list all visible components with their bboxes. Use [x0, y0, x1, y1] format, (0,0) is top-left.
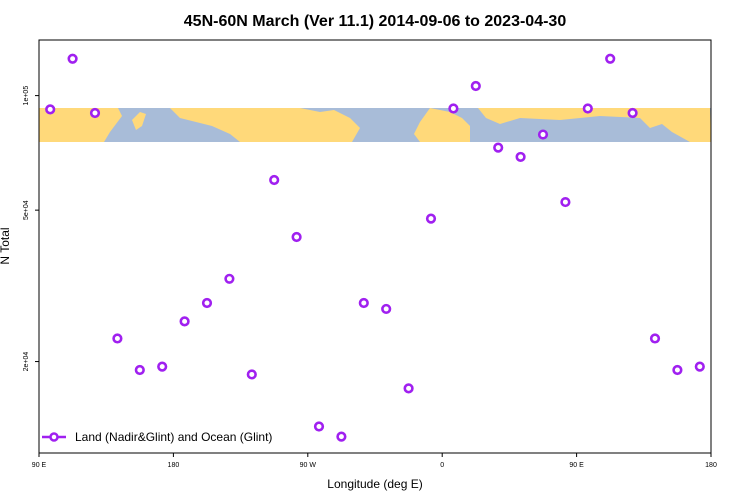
y-tick-label: 1e+05: [23, 86, 30, 106]
data-point: [246, 369, 257, 380]
data-point: [582, 103, 593, 114]
world-map-strip: [39, 108, 711, 142]
x-axis-label: Longitude (deg E): [327, 477, 422, 491]
y-tick-label: 2e+04: [23, 352, 30, 372]
data-point: [403, 383, 414, 394]
data-point: [649, 333, 661, 344]
data-point: [694, 361, 705, 372]
legend: Land (Nadir&Glint) and Ocean (Glint): [42, 430, 272, 444]
x-axis: 90 E 180 90 W 0 90 E 180: [32, 453, 717, 469]
x-tick-label: 180: [705, 462, 717, 469]
data-point: [448, 103, 459, 114]
data-point: [201, 297, 213, 309]
data-point: [425, 213, 437, 224]
data-point: [157, 361, 168, 372]
data-point: [627, 107, 638, 119]
data-point: [336, 431, 347, 442]
data-point: [672, 364, 683, 376]
data-point: [313, 421, 325, 432]
plot-frame: [38, 39, 712, 454]
data-point: [537, 129, 549, 140]
data-point: [560, 196, 571, 208]
legend-marker: [49, 432, 59, 442]
data-point: [291, 231, 302, 243]
chart-title: 45N-60N March (Ver 11.1) 2014-09-06 to 2…: [184, 13, 567, 30]
data-point: [134, 364, 145, 376]
x-tick-label: 0: [440, 462, 444, 469]
data-point: [515, 151, 526, 163]
y-axis: 2e+04 5e+04 1e+05: [23, 86, 39, 372]
x-tick-label: 180: [168, 462, 180, 469]
data-point: [45, 104, 56, 115]
data-point: [89, 107, 101, 119]
data-point: [179, 316, 190, 327]
data-point: [381, 303, 392, 315]
data-point: [269, 174, 280, 186]
data-points: [45, 53, 705, 442]
y-tick-label: 5e+04: [23, 200, 30, 220]
x-tick-label: 90 E: [32, 462, 47, 469]
data-point: [493, 142, 504, 153]
legend-label: Land (Nadir&Glint) and Ocean (Glint): [75, 430, 272, 444]
y-axis-label: N Total: [0, 227, 12, 264]
x-tick-label: 90 E: [569, 462, 584, 469]
data-point: [224, 273, 235, 284]
data-point: [112, 333, 123, 344]
data-point: [470, 80, 481, 92]
x-tick-label: 90 W: [300, 462, 317, 469]
data-point: [67, 53, 78, 64]
data-point: [358, 297, 369, 309]
data-point: [605, 53, 616, 64]
